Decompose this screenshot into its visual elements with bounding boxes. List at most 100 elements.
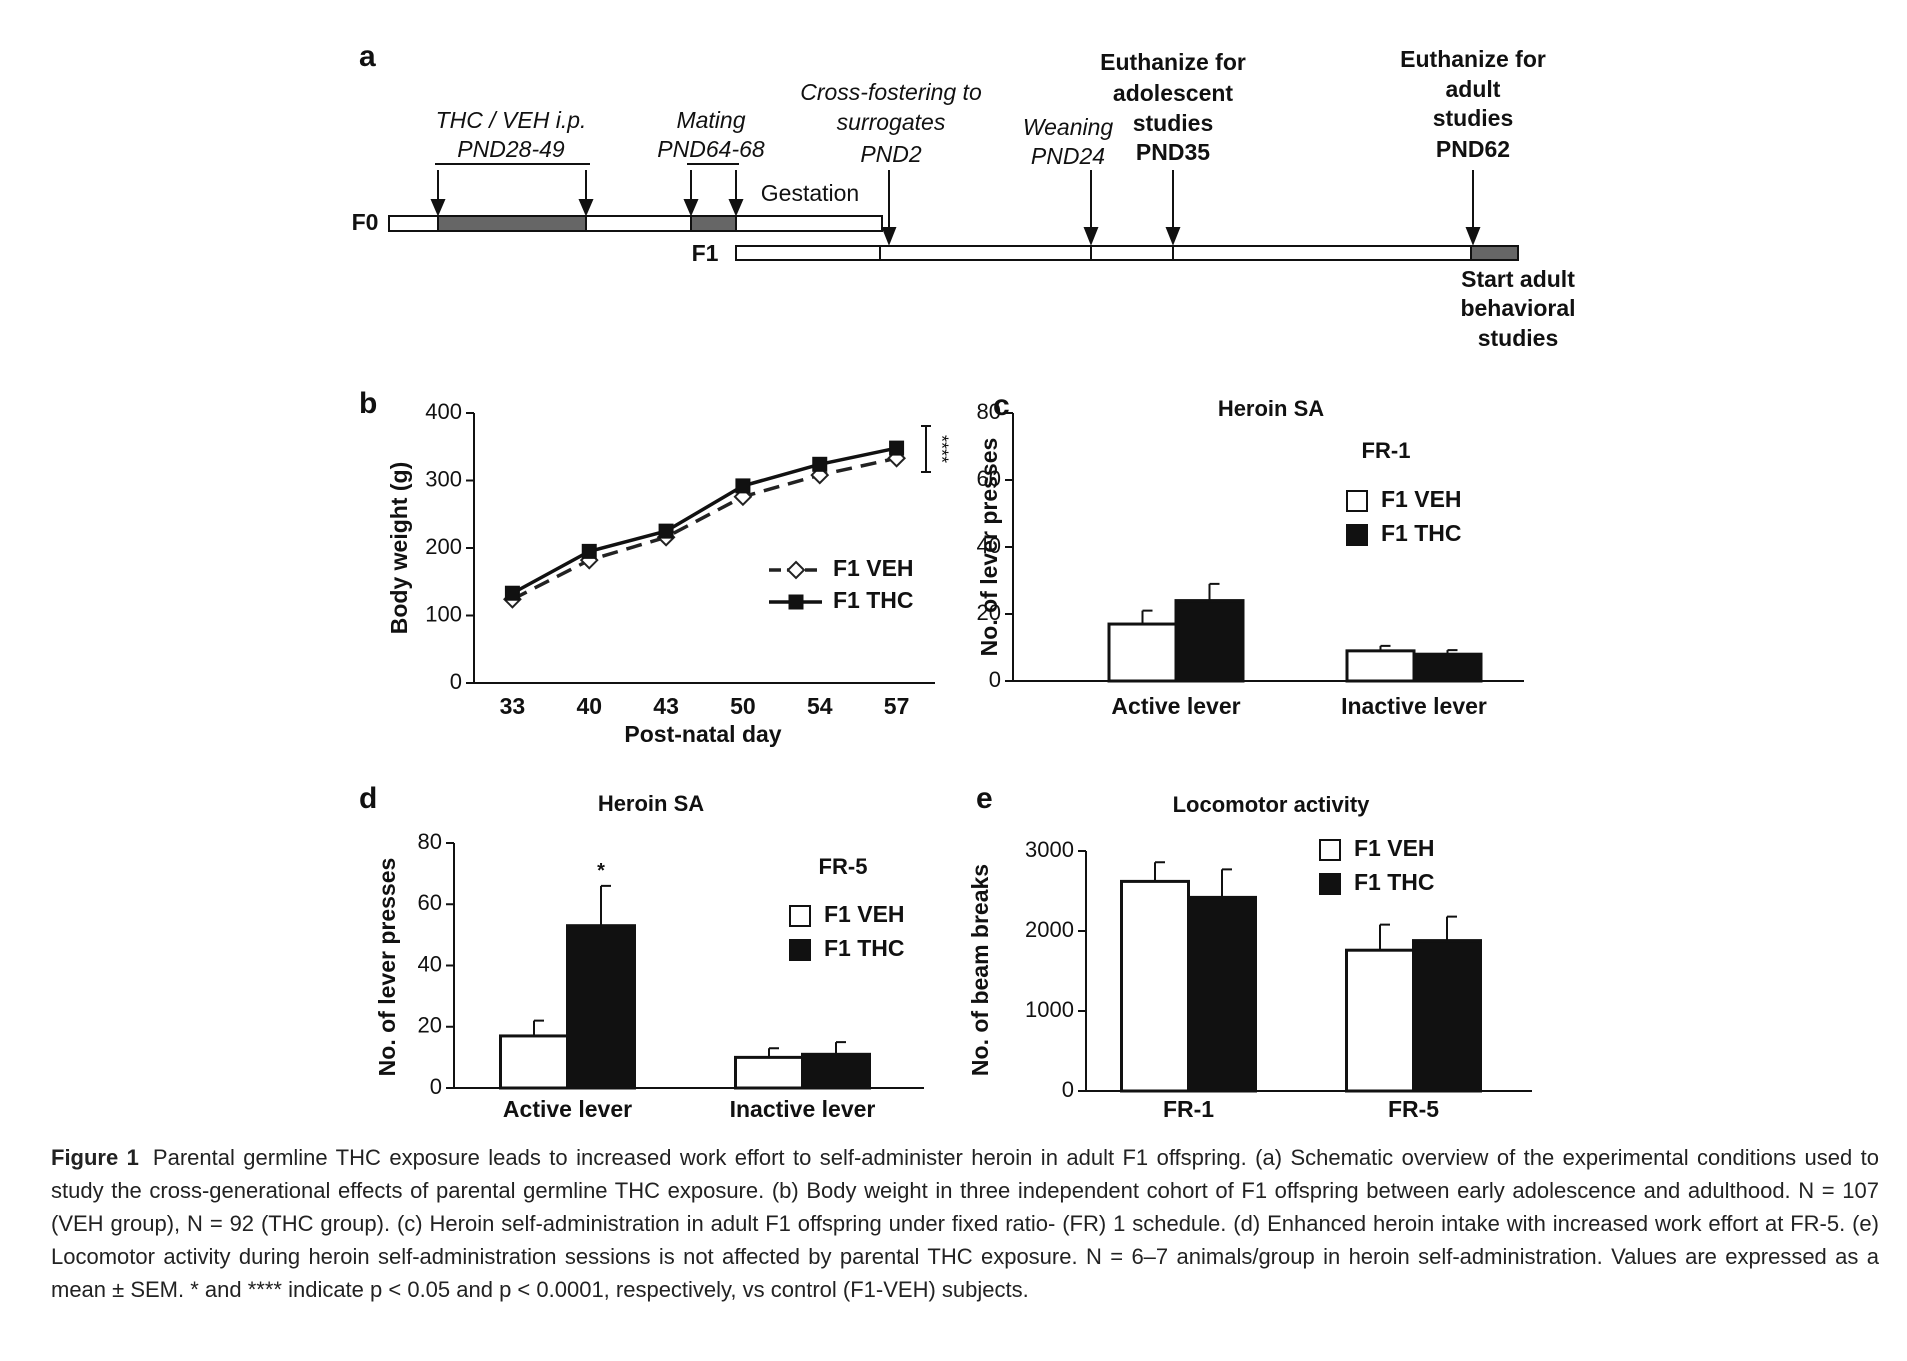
y-tick-label: 20 — [418, 1013, 442, 1038]
data-point — [658, 523, 674, 539]
legend-label: F1 THC — [833, 587, 914, 613]
event-label: surrogates — [837, 109, 946, 135]
event-label: PND2 — [860, 141, 922, 167]
panel-letter: d — [359, 782, 377, 815]
event-label: studies — [1433, 105, 1514, 131]
legend-swatch — [1319, 873, 1341, 895]
generation-label: F1 — [692, 240, 719, 266]
x-tick-label: Active lever — [503, 1096, 632, 1122]
behavior-period — [1470, 245, 1519, 261]
arrow-head — [683, 199, 699, 217]
event-label: Mating — [676, 107, 745, 133]
bar — [1345, 948, 1415, 1093]
data-point — [735, 478, 751, 494]
error-bar — [1154, 861, 1165, 882]
error-bar — [1141, 609, 1153, 625]
bar — [1187, 895, 1257, 1093]
figure-caption: Figure 1 Parental germline THC exposure l… — [51, 1141, 1879, 1306]
y-tick-label: 100 — [425, 601, 462, 626]
x-tick-label: 40 — [576, 693, 602, 719]
arrow-head — [1083, 227, 1099, 246]
legend-swatch — [789, 939, 811, 961]
event-label: PND62 — [1436, 136, 1510, 162]
bar — [734, 1055, 804, 1090]
legend-swatch — [1319, 839, 1341, 861]
y-tick-label: 2000 — [1025, 917, 1074, 942]
significance-bracket — [921, 425, 931, 473]
y-tick-label: 3000 — [1025, 837, 1074, 862]
x-axis-title: Post-natal day — [624, 721, 781, 747]
event-label: Euthanize for — [1100, 49, 1246, 75]
y-tick-label: 0 — [430, 1074, 442, 1099]
bar — [1412, 652, 1483, 683]
error-bar — [1208, 582, 1220, 601]
y-tick-label: 40 — [418, 951, 442, 976]
event-label: adolescent — [1113, 80, 1233, 106]
bar — [1120, 879, 1190, 1093]
x-tick-label: 50 — [730, 693, 756, 719]
bar — [801, 1052, 871, 1090]
end-note: behavioral — [1460, 295, 1575, 321]
bar — [1174, 599, 1245, 683]
legend-label: F1 VEH — [1381, 486, 1462, 512]
data-point — [581, 543, 597, 559]
y-tick-label: 200 — [425, 534, 462, 559]
y-tick-label: 400 — [425, 399, 462, 424]
generation-label: F0 — [352, 209, 379, 235]
legend-label: F1 THC — [824, 935, 905, 961]
event-label: THC / VEH i.p. — [436, 107, 587, 133]
legend-swatch — [1346, 524, 1368, 546]
bar — [1345, 649, 1416, 683]
x-tick-label: FR-1 — [1163, 1096, 1214, 1122]
data-point — [812, 456, 828, 472]
data-point — [504, 585, 520, 601]
legend-label: F1 VEH — [833, 555, 914, 581]
y-tick-label: 0 — [450, 669, 462, 694]
legend-marker — [786, 560, 806, 580]
event-label: studies — [1133, 110, 1214, 136]
bar — [499, 1034, 569, 1090]
legend-swatch — [1346, 490, 1368, 512]
y-axis-title: No. of beam breaks — [967, 864, 993, 1076]
arrow-head — [430, 199, 446, 217]
y-tick-label: 300 — [425, 466, 462, 491]
y-tick-label: 60 — [977, 466, 1001, 491]
y-tick-label: 0 — [989, 667, 1001, 692]
y-tick-label: 0 — [1062, 1077, 1074, 1102]
legend-marker — [788, 594, 804, 610]
significance-label: * — [597, 860, 605, 882]
chart-title: Heroin SA — [598, 791, 704, 816]
end-note: Start adult — [1461, 266, 1575, 292]
y-axis-title: Body weight (g) — [386, 462, 412, 634]
caption-label: Figure 1 — [51, 1145, 139, 1170]
arrow-head — [881, 227, 897, 246]
series-line — [511, 456, 897, 601]
arrows — [430, 170, 1481, 246]
series-line — [511, 446, 897, 595]
arrow-head — [728, 199, 744, 217]
arrow-head — [1465, 227, 1481, 246]
significance-label: **** — [931, 435, 951, 463]
x-tick-label: Active lever — [1111, 693, 1240, 719]
event-label: PND64-68 — [657, 136, 765, 162]
f1-bar — [735, 245, 1519, 261]
event-label: Weaning — [1023, 114, 1114, 140]
bar — [1412, 939, 1482, 1093]
bar — [566, 924, 636, 1090]
end-note: studies — [1478, 325, 1559, 351]
data-point — [889, 440, 905, 456]
error-bar — [1446, 915, 1457, 941]
caption-text: Parental germline THC exposure leads to … — [51, 1145, 1880, 1302]
error-bar — [533, 1019, 544, 1036]
timeline-diagram: a THC / VEH i.p. PND28-49 Mating PN — [352, 40, 1576, 351]
y-tick-label: 80 — [977, 399, 1001, 424]
panel-letter: a — [359, 40, 376, 73]
mating-period — [690, 215, 737, 232]
error-bar — [1379, 923, 1390, 951]
y-tick-label: 20 — [977, 600, 1001, 625]
x-tick-label: Inactive lever — [1341, 693, 1487, 719]
error-bar — [600, 884, 611, 926]
x-tick-label: 43 — [653, 693, 679, 719]
x-tick-label: 33 — [500, 693, 526, 719]
